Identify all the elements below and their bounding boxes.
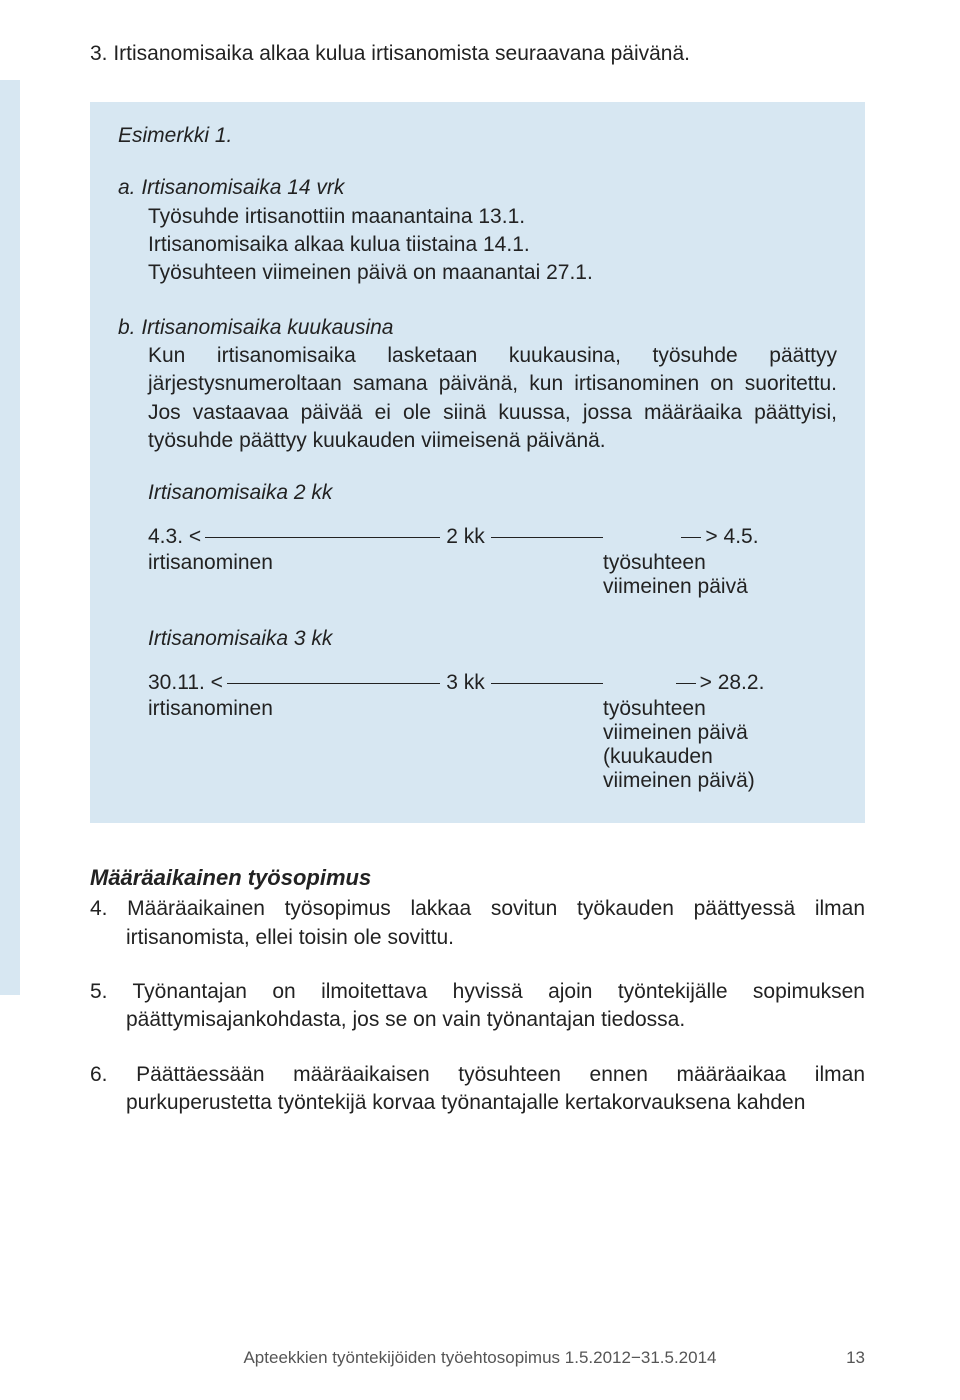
- document-page: 3. Irtisanomisaika alkaa kulua irtisanom…: [0, 0, 960, 1400]
- timeline2-right-sub: työsuhteen viimeinen päivä (kuukauden vi…: [603, 697, 837, 793]
- timeline1-row: 4.3. < irtisanominen 2 kk > 4.5. työsuht…: [148, 523, 837, 599]
- example-a-line-1: Työsuhde irtisanottiin maanantaina 13.1.: [148, 203, 837, 231]
- example-item-a: a. Irtisanomisaika 14 vrk Työsuhde irtis…: [118, 174, 837, 287]
- timeline2-right-date: > 28.2.: [700, 671, 765, 695]
- intro-paragraph: 3. Irtisanomisaika alkaa kulua irtisanom…: [122, 40, 865, 68]
- timeline1-right-date: > 4.5.: [705, 525, 758, 549]
- timeline2-duration: 3 kk: [440, 671, 491, 695]
- section-para-6: 6. Päättäessään määräaikaisen työsuhteen…: [126, 1061, 865, 1118]
- example-title: Esimerkki 1.: [118, 124, 837, 148]
- footer-text: Apteekkien työntekijöiden työehtosopimus…: [243, 1348, 716, 1367]
- footer-page-number: 13: [846, 1348, 865, 1368]
- example-b-body: Kun irtisanomisaika lasketaan kuukausina…: [148, 342, 837, 455]
- timeline2-left-sub: irtisanominen: [148, 697, 328, 721]
- example-box: Esimerkki 1. a. Irtisanomisaika 14 vrk T…: [90, 102, 865, 823]
- example-a-heading: a. Irtisanomisaika 14 vrk: [148, 174, 837, 202]
- timeline2-left-date: 30.11. <: [148, 671, 223, 695]
- left-accent-bar: [0, 80, 20, 995]
- example-a-line-3: Työsuhteen viimeinen päivä on maanantai …: [148, 259, 837, 287]
- section-para-5: 5. Työnantajan on ilmoitettava hyvissä a…: [126, 978, 865, 1035]
- example-a-line-2: Irtisanomisaika alkaa kulua tiistaina 14…: [148, 231, 837, 259]
- example-item-b: b. Irtisanomisaika kuukausina Kun irtisa…: [118, 314, 837, 456]
- timeline1-right-sub: työsuhteen viimeinen päivä: [603, 551, 837, 599]
- section-para-4: 4. Määräaikainen työsopimus lakkaa sovit…: [126, 895, 865, 952]
- page-footer: Apteekkien työntekijöiden työehtosopimus…: [0, 1348, 960, 1368]
- timeline1-label: Irtisanomisaika 2 kk: [148, 481, 837, 505]
- section-heading: Määräaikainen työsopimus: [90, 865, 865, 891]
- example-b-heading: b. Irtisanomisaika kuukausina: [148, 314, 837, 342]
- timeline1-left-date: 4.3. <: [148, 525, 201, 549]
- timeline1-duration: 2 kk: [440, 525, 491, 549]
- timeline2-label: Irtisanomisaika 3 kk: [148, 627, 837, 651]
- timeline2-row: 30.11. < irtisanominen 3 kk > 28.2. työs…: [148, 669, 837, 793]
- timeline1-left-sub: irtisanominen: [148, 551, 328, 575]
